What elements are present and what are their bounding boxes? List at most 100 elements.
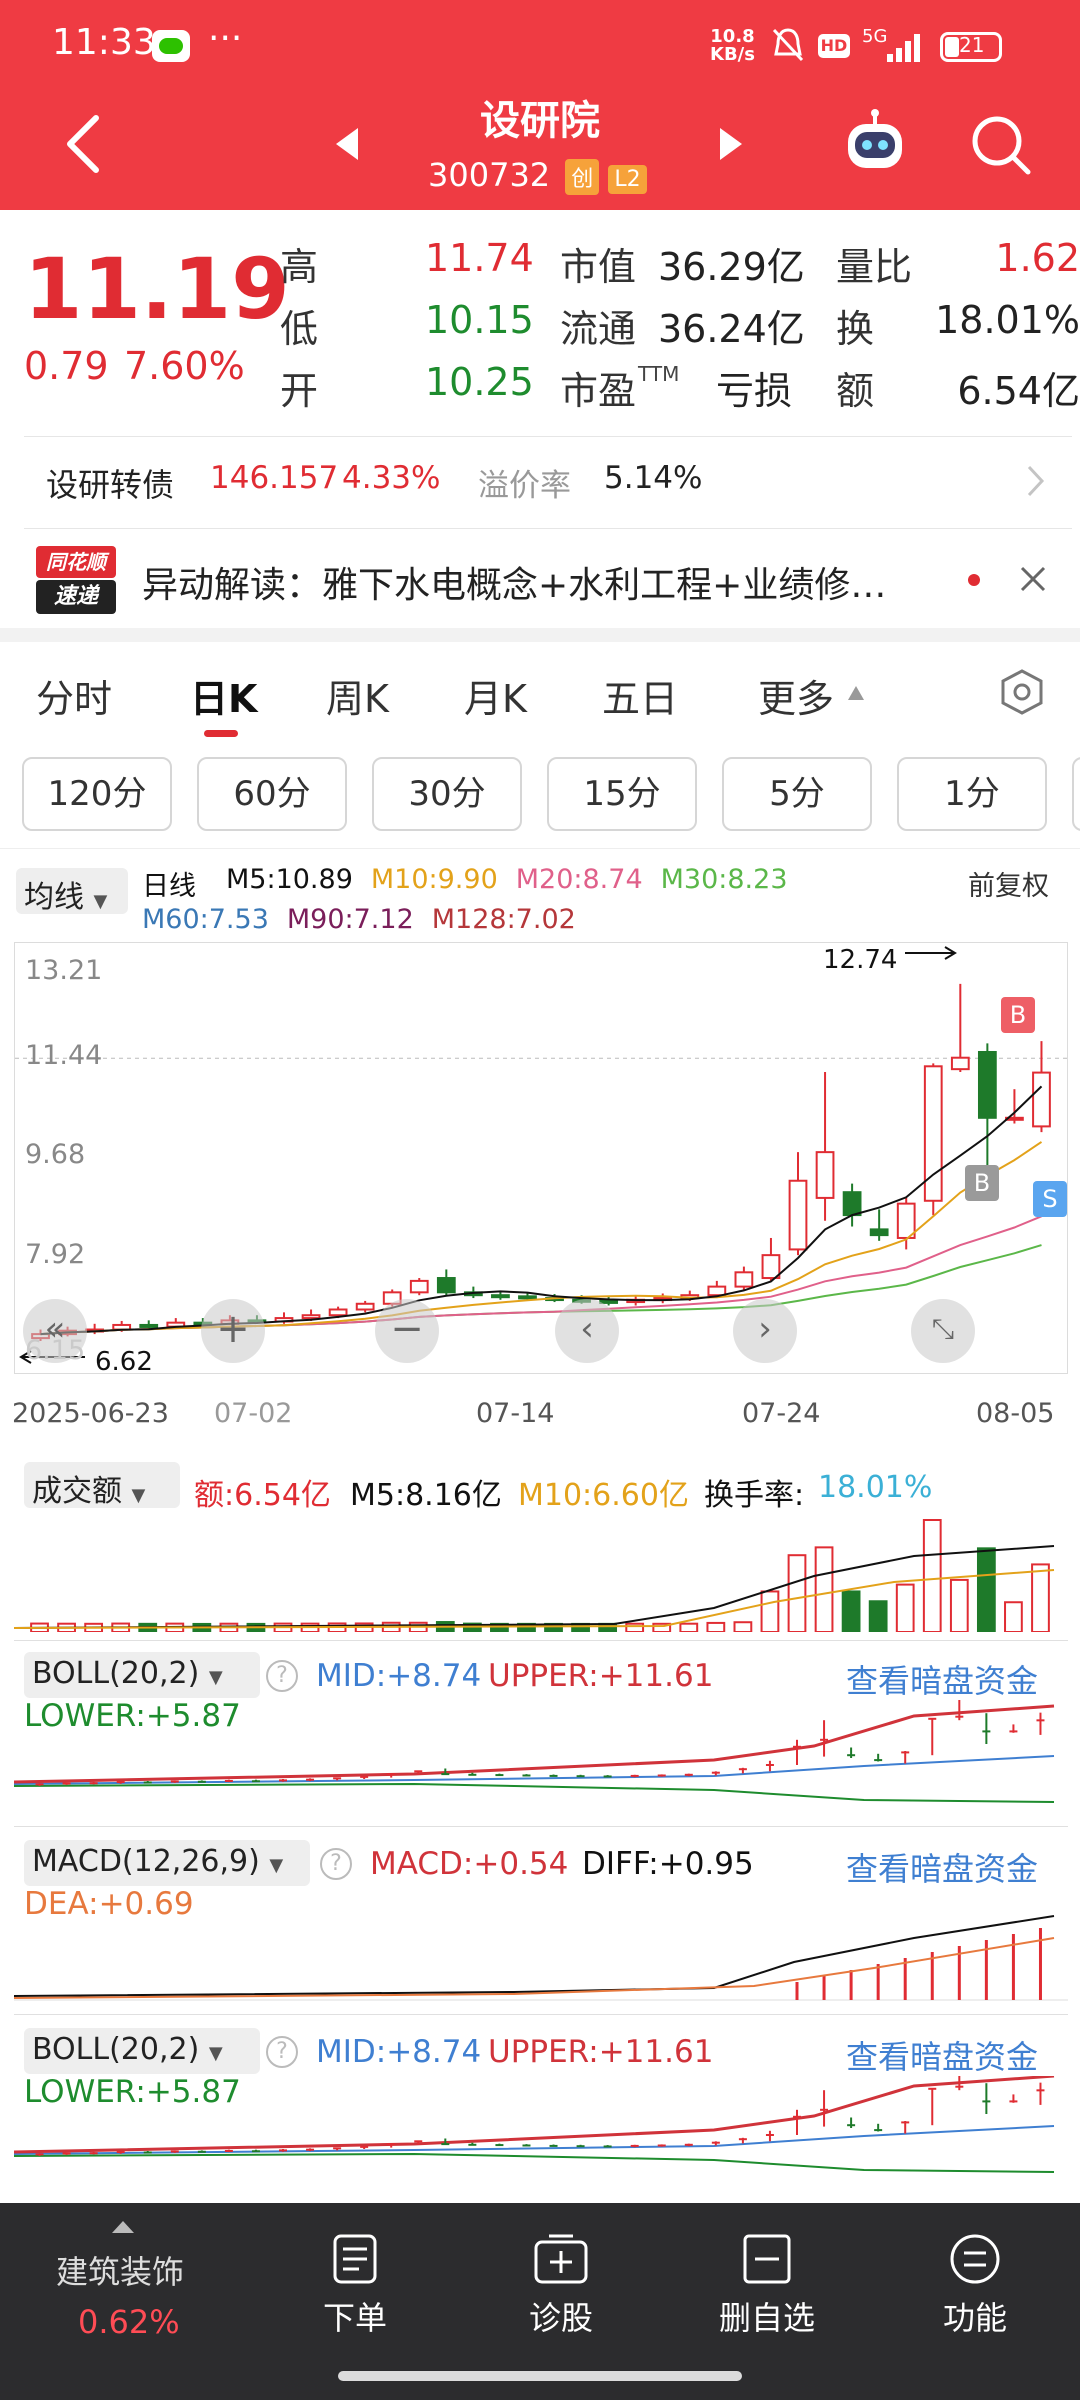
x-tick-label: 07-02 xyxy=(214,1398,293,1429)
adjust-mode[interactable]: 前复权 xyxy=(968,871,1049,902)
signal-bars-icon xyxy=(887,34,920,62)
dark-pool-funds-link[interactable]: 查看暗盘资金 xyxy=(846,2038,1039,2076)
candle xyxy=(409,1279,429,1294)
sell-marker[interactable]: S xyxy=(1033,1181,1067,1217)
volume-ratio-label: 量比 xyxy=(836,245,913,289)
mute-bell-icon xyxy=(772,28,804,62)
fullscreen-icon[interactable]: ⤡ xyxy=(911,1299,975,1363)
kline-chart[interactable] xyxy=(15,943,1069,1375)
macd-chart[interactable] xyxy=(14,1888,1068,2010)
volume-ratio-value: 1.62 xyxy=(995,236,1080,280)
bond-row[interactable]: 设研转债 146.157 4.33% 溢价率 5.14% xyxy=(0,440,1080,524)
next-stock-icon[interactable] xyxy=(718,126,744,162)
scroll-left-icon[interactable]: ‹ xyxy=(555,1299,619,1363)
function-button[interactable]: 功能 xyxy=(920,2233,1030,2339)
boll-selector[interactable]: BOLL(20,2) ▼ xyxy=(24,1652,260,1698)
boll-mid: MID:+8.74 xyxy=(316,1658,482,1694)
net-speed: 10.8 KB/s xyxy=(710,28,755,64)
period-1min[interactable]: 1分 xyxy=(897,757,1047,831)
volume-bar xyxy=(679,1622,699,1632)
bottom-toolbar: 建筑装饰 0.62% 下单 诊股 删自选 xyxy=(0,2203,1080,2400)
low-label: 低 xyxy=(280,307,319,351)
status-time: 11:33 xyxy=(52,22,156,63)
boll2-chart[interactable] xyxy=(14,2076,1068,2190)
volume-selector[interactable]: 成交额 ▼ xyxy=(24,1462,180,1509)
news-banner[interactable]: 同花顺 速递 异动解读：雅下水电概念+水利工程+业绩修… xyxy=(0,534,1080,624)
volume-m5: M5:8.16亿 xyxy=(350,1478,502,1513)
zoom-out-icon[interactable]: − xyxy=(375,1299,439,1363)
pe-ttm-sup: TTM xyxy=(638,362,680,386)
help-icon[interactable]: ? xyxy=(266,2036,298,2068)
ma-legend-item: M30:8.23 xyxy=(660,864,788,895)
order-icon xyxy=(333,2234,377,2284)
tab-weekly-k[interactable]: 周K xyxy=(326,677,389,721)
y-tick-label: 13.21 xyxy=(25,955,103,986)
buy-marker[interactable]: B xyxy=(965,1165,999,1201)
bond-name: 设研转债 xyxy=(46,466,175,504)
more-notifications-icon: ··· xyxy=(208,18,243,59)
remove-watchlist-button[interactable]: 删自选 xyxy=(712,2233,822,2339)
period-120min[interactable]: 120分 xyxy=(22,757,172,831)
volume-bar xyxy=(652,1622,672,1632)
ma-selector[interactable]: 均线 ▼ xyxy=(16,868,128,915)
prev-stock-icon[interactable] xyxy=(334,126,360,162)
boll-lower: LOWER:+5.87 xyxy=(24,1698,241,1734)
dark-pool-funds-link[interactable]: 查看暗盘资金 xyxy=(846,1850,1039,1888)
x-tick-label: 2025-06-23 xyxy=(12,1398,169,1429)
logo-top: 同花顺 xyxy=(36,546,116,578)
buy-marker[interactable]: B xyxy=(1001,997,1035,1033)
ma-legend-row1: M5:10.89 M10:9.90 M20:8.74 M30:8.23 xyxy=(226,864,806,895)
sector-change: 0.62% xyxy=(78,2303,180,2341)
ma-legend-item: M5:10.89 xyxy=(226,864,353,895)
scroll-left-fast-icon[interactable]: « xyxy=(23,1299,87,1363)
boll2-selector[interactable]: BOLL(20,2) ▼ xyxy=(24,2028,260,2074)
max-price-label: 12.74 xyxy=(823,945,898,975)
home-indicator[interactable] xyxy=(338,2371,742,2381)
boll2-name: BOLL(20,2) xyxy=(32,2032,200,2067)
remove-watchlist-label: 删自选 xyxy=(718,2299,815,2337)
high-label: 高 xyxy=(280,245,319,289)
volume-bar xyxy=(868,1600,888,1632)
candle xyxy=(139,1323,159,1328)
ma-legend-item: M90:7.12 xyxy=(286,904,414,935)
close-icon[interactable] xyxy=(1018,564,1048,594)
zoom-in-icon[interactable]: + xyxy=(201,1299,265,1363)
candle xyxy=(707,1285,727,1297)
boll2-mid: MID:+8.74 xyxy=(316,2034,482,2070)
boll-chart[interactable] xyxy=(14,1700,1068,1820)
candle xyxy=(355,1302,375,1311)
period-5min[interactable]: 5分 xyxy=(722,757,872,831)
divider xyxy=(24,436,1072,437)
sector-name[interactable]: 建筑装饰 xyxy=(56,2253,185,2291)
dark-pool-funds-link[interactable]: 查看暗盘资金 xyxy=(846,1662,1039,1700)
help-icon[interactable]: ? xyxy=(320,1848,352,1880)
period-30min[interactable]: 30分 xyxy=(372,757,522,831)
tab-monthly-k[interactable]: 月K xyxy=(464,677,527,721)
help-icon[interactable]: ? xyxy=(266,1660,298,1692)
kline-chart-frame[interactable]: 13.21 11.44 9.68 7.92 6.15 12.74 6.62 B … xyxy=(14,942,1069,1377)
dropdown-caret-icon: ▼ xyxy=(208,2043,223,2064)
volume-ma10 xyxy=(14,1569,1055,1629)
settings-hexagon-icon[interactable] xyxy=(998,668,1046,716)
robot-assistant-icon[interactable] xyxy=(840,108,910,178)
back-icon[interactable] xyxy=(62,112,102,176)
open-value: 10.25 xyxy=(425,360,534,404)
tab-more[interactable]: 更多 xyxy=(758,677,835,721)
macd-selector[interactable]: MACD(12,26,9) ▼ xyxy=(24,1840,310,1886)
candle xyxy=(734,1271,754,1288)
tab-intraday[interactable]: 分时 xyxy=(36,677,113,721)
volume-selector-label: 成交额 xyxy=(32,1474,122,1509)
diagnose-button[interactable]: 诊股 xyxy=(506,2233,616,2339)
period-15min[interactable]: 15分 xyxy=(547,757,697,831)
remove-watchlist-icon xyxy=(743,2234,791,2284)
search-icon[interactable] xyxy=(970,114,1032,176)
low-value: 10.15 xyxy=(425,298,534,342)
tab-five-day[interactable]: 五日 xyxy=(602,677,679,721)
period-60min[interactable]: 60分 xyxy=(197,757,347,831)
scroll-right-icon[interactable]: › xyxy=(733,1299,797,1363)
order-button[interactable]: 下单 xyxy=(300,2233,410,2339)
ma-legend-item: M128:7.02 xyxy=(431,904,576,935)
high-value: 11.74 xyxy=(425,236,534,280)
tab-daily-k[interactable]: 日K xyxy=(190,677,258,721)
volume-chart[interactable] xyxy=(14,1516,1068,1632)
